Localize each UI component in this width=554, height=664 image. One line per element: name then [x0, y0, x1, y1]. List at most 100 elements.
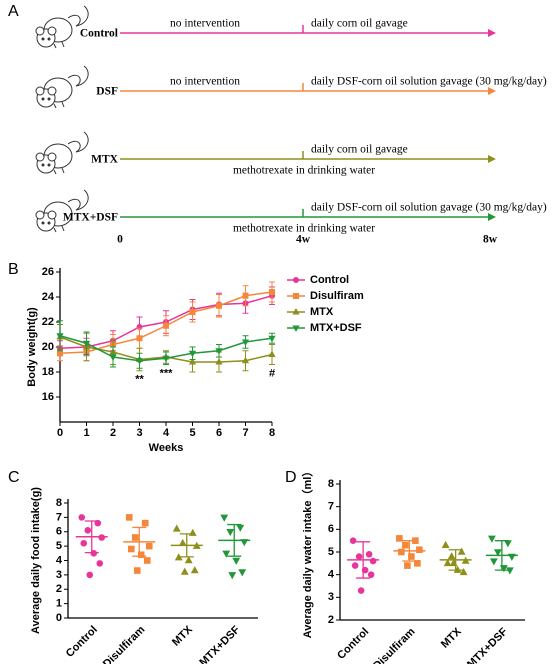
marker — [136, 335, 143, 342]
marker — [493, 549, 502, 557]
x-tick-label: Control — [335, 626, 371, 662]
mouse-icon — [35, 65, 89, 109]
y-tick-label: 5 — [328, 546, 334, 558]
y-tick-label: 18 — [42, 366, 54, 378]
time-label: 4w — [296, 234, 311, 246]
marker — [56, 333, 64, 340]
marker — [145, 542, 153, 550]
arrow-head — [488, 213, 496, 221]
sd-bar — [132, 526, 147, 557]
arrow-head — [488, 155, 496, 163]
marker — [96, 560, 104, 567]
mouse-icon — [35, 131, 89, 175]
marker — [457, 547, 466, 555]
marker — [404, 562, 411, 569]
arrow-head — [488, 87, 496, 95]
legend-label: MTX+DSF — [310, 322, 362, 334]
time-label: 0 — [117, 234, 123, 246]
x-tick-label: MTX — [439, 625, 464, 650]
y-tick-label: 6 — [328, 523, 334, 535]
marker — [268, 335, 276, 343]
y-tick-label: 2 — [328, 614, 334, 626]
y-tick-label: 8 — [56, 497, 62, 509]
marker — [396, 535, 403, 542]
marker — [215, 348, 223, 355]
marker — [367, 571, 375, 578]
marker — [416, 546, 423, 554]
marker — [222, 550, 231, 558]
sd-bar — [356, 541, 371, 579]
legend-label: Disulfiram — [310, 290, 364, 302]
group-label: MTX — [91, 154, 119, 166]
x-tick-label: MTX+DSF — [197, 624, 242, 664]
marker — [215, 357, 223, 365]
marker — [86, 571, 94, 579]
marker — [242, 292, 249, 299]
y-tick-label: 7 — [56, 511, 62, 523]
legend-label: MTX — [310, 306, 334, 318]
group-label: Control — [80, 28, 118, 40]
y-tick-label: 6 — [56, 526, 62, 538]
marker — [220, 514, 229, 522]
marker — [241, 339, 250, 347]
marker — [398, 548, 405, 556]
marker — [441, 540, 450, 548]
y-tick-label: 26 — [42, 266, 54, 278]
x-tick-label: MTX — [170, 623, 195, 648]
annotation: # — [269, 367, 275, 379]
sd-bar — [179, 533, 194, 558]
marker — [408, 553, 415, 560]
marker — [349, 537, 357, 544]
marker — [293, 293, 299, 299]
sd-bar — [84, 520, 99, 554]
x-tick-label: 2 — [110, 427, 116, 439]
marker — [292, 325, 300, 333]
marker — [369, 557, 377, 565]
timeline-text: daily corn oil gavage — [311, 144, 408, 156]
marker — [188, 357, 197, 365]
timeline-text: no intervention — [170, 76, 240, 88]
y-tick-label: 1 — [56, 598, 62, 610]
y-tick-label: 16 — [42, 391, 54, 403]
group-label: DSF — [96, 86, 118, 98]
y-axis-title: Average daily food intake(g) — [30, 487, 42, 634]
marker — [190, 566, 199, 574]
legend-label: Control — [310, 274, 349, 286]
marker — [447, 552, 456, 560]
x-tick-label: Disulfiram — [371, 626, 418, 664]
x-tick-label: 0 — [57, 427, 63, 439]
marker — [84, 527, 92, 534]
marker — [57, 350, 63, 357]
marker — [443, 558, 452, 567]
timeline-text: daily DSF-corn oil solution gavage (30 m… — [311, 76, 547, 88]
marker — [351, 562, 359, 569]
marker — [125, 514, 133, 521]
sd-bar — [494, 540, 509, 571]
marker — [184, 556, 193, 564]
annotation: *** — [160, 367, 174, 379]
marker — [141, 519, 149, 527]
x-tick-label: Disulfiram — [101, 624, 148, 664]
marker — [355, 553, 363, 560]
marker — [414, 560, 421, 567]
marker — [80, 539, 88, 547]
x-tick-label: 3 — [136, 427, 142, 439]
x-tick-label: Control — [64, 624, 100, 660]
y-tick-label: 0 — [56, 612, 62, 624]
y-tick-label: 3 — [328, 591, 334, 603]
marker — [162, 355, 170, 363]
y-tick-label: 8 — [328, 478, 334, 490]
marker — [226, 529, 235, 537]
marker — [188, 350, 197, 358]
sd-bar — [448, 549, 463, 571]
marker — [78, 514, 86, 521]
marker — [163, 322, 169, 329]
marker — [238, 569, 247, 577]
y-tick-label: 5 — [56, 540, 62, 552]
marker — [241, 356, 250, 364]
timeline-text: daily DSF-corn oil solution gavage (30 m… — [311, 202, 547, 214]
timeline-text: methotrexate in drinking water — [233, 165, 375, 177]
timeline-text: no intervention — [170, 18, 240, 30]
marker — [228, 572, 237, 580]
